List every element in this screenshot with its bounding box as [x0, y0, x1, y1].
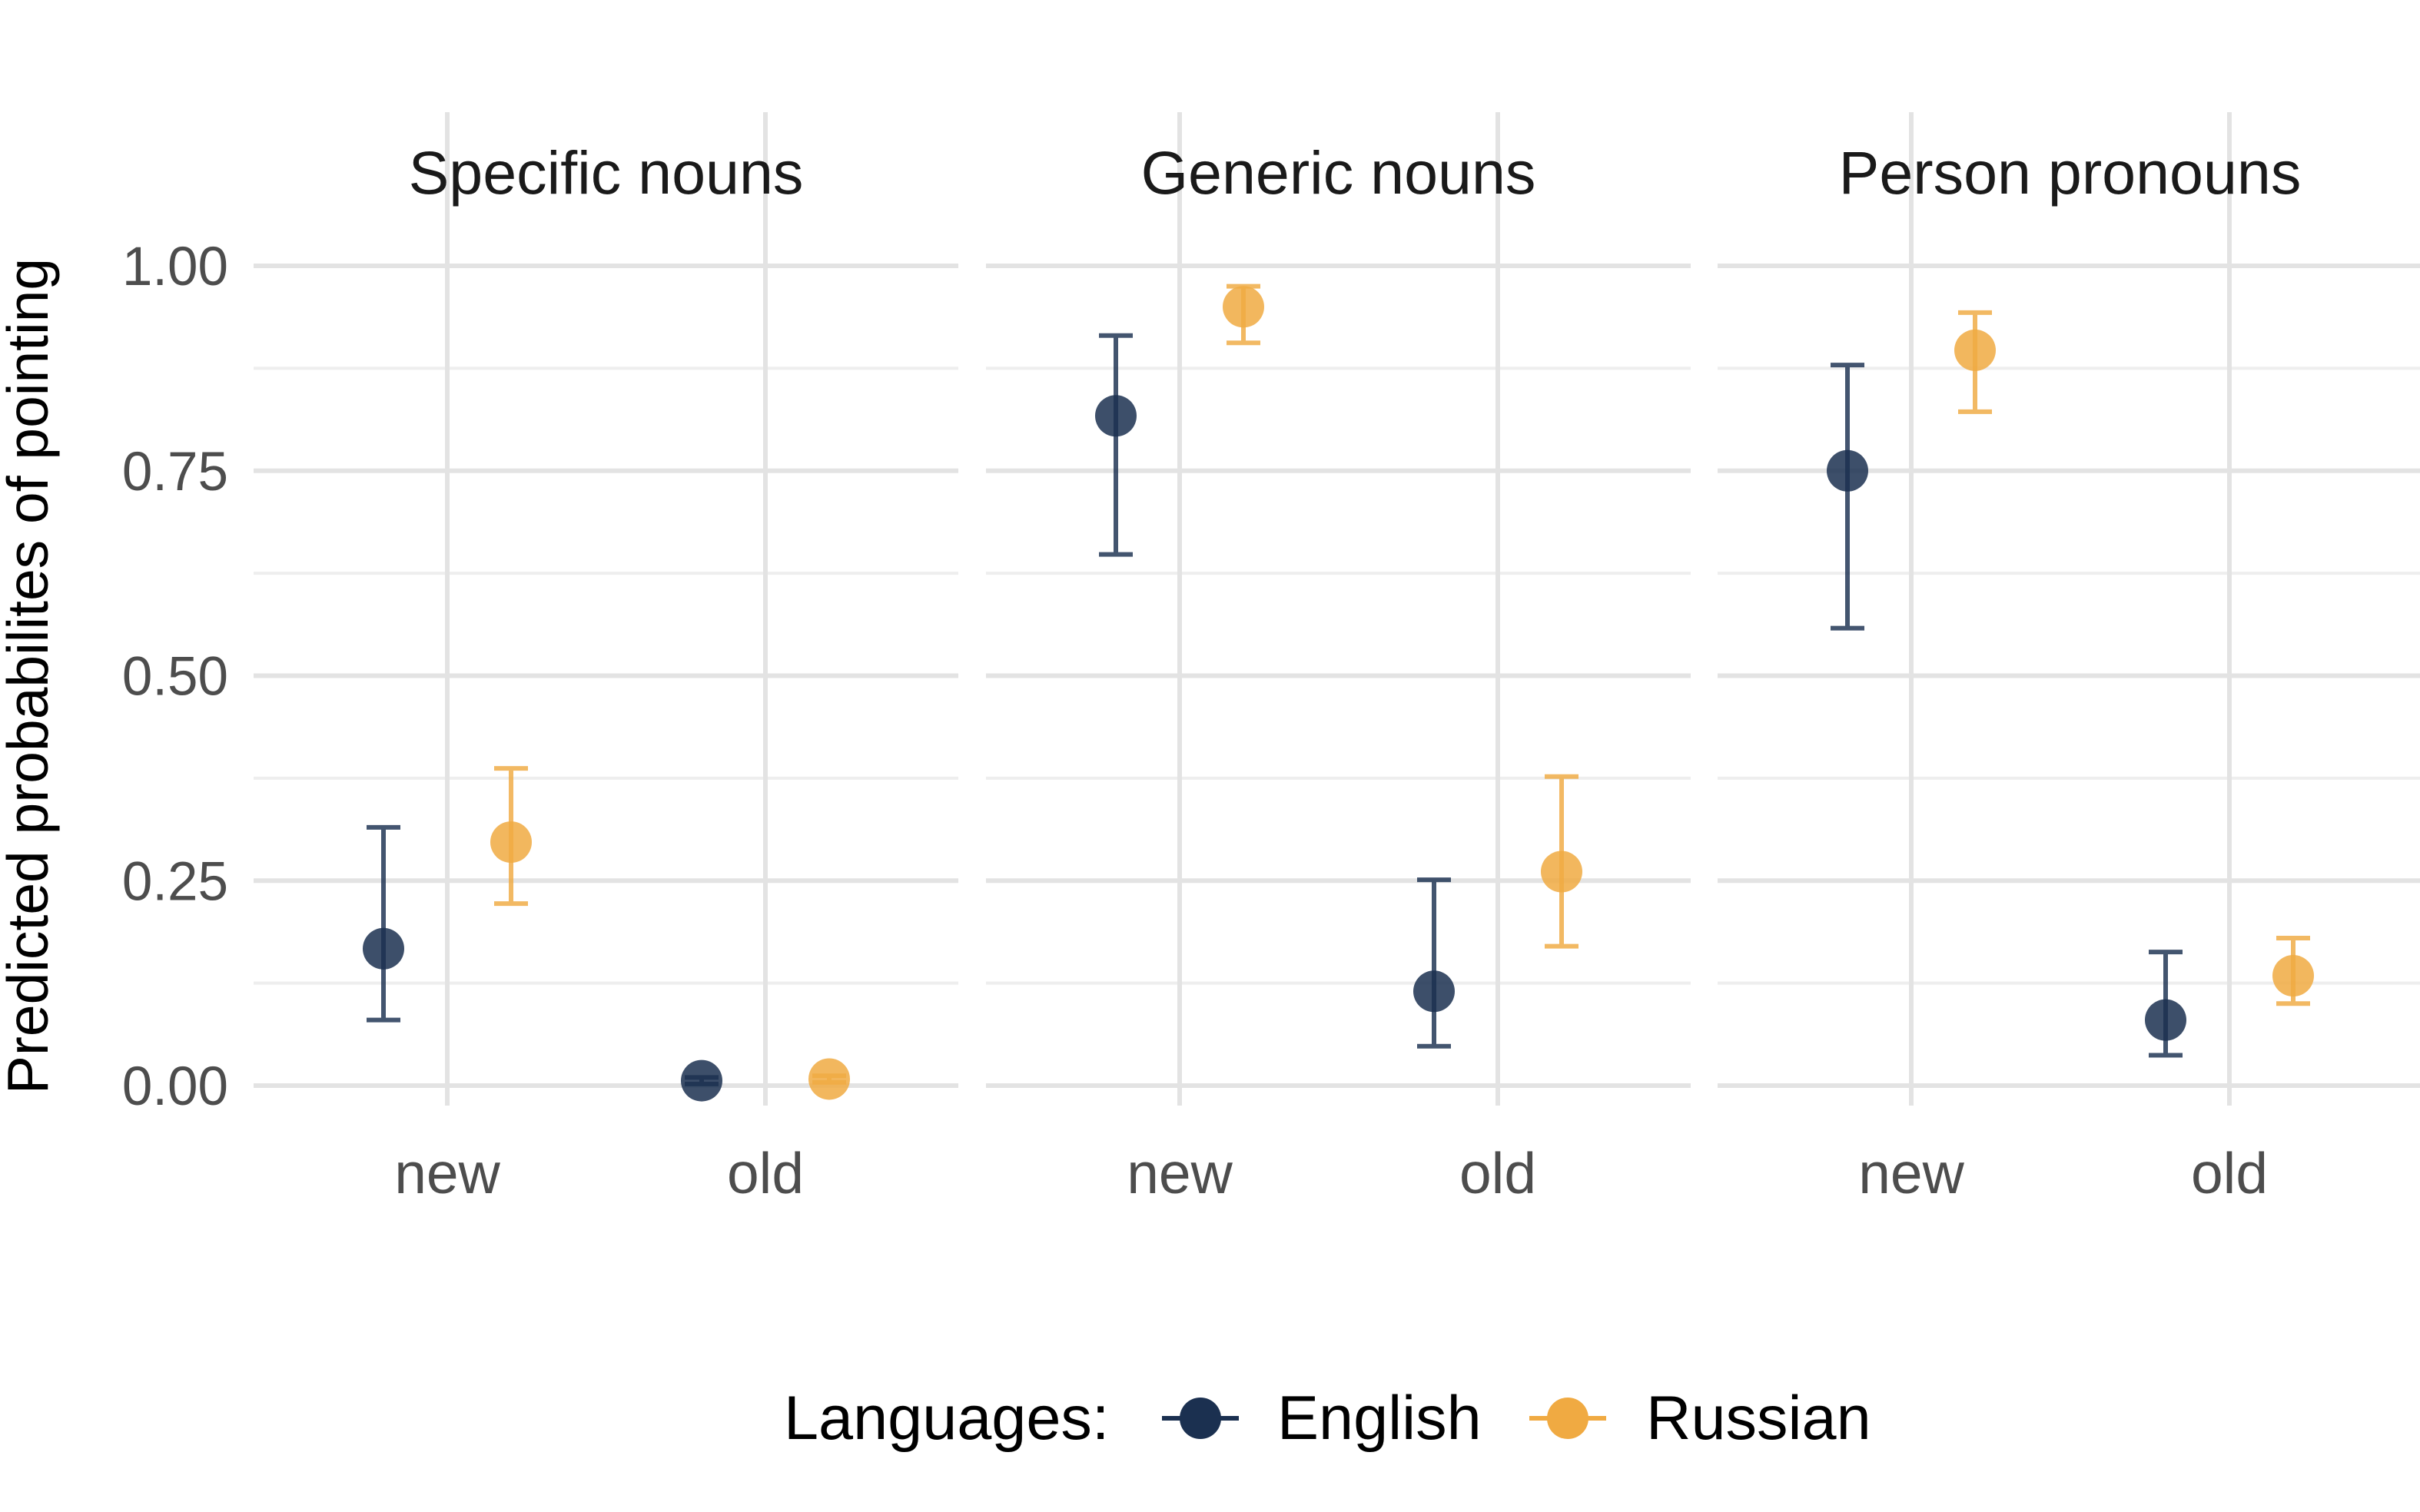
- y-tick-label: 0.50: [122, 647, 228, 708]
- point-russian-old: [808, 1058, 850, 1100]
- legend-title: Languages:: [784, 1384, 1109, 1453]
- y-axis-tick-labels: 0.00 0.25 0.50 0.75 1.00: [122, 237, 228, 1117]
- y-tick-label: 0.25: [122, 851, 228, 912]
- point-russian-old: [2272, 935, 2314, 1006]
- legend-key-dot: [1180, 1398, 1221, 1439]
- legend-label: Russian: [1646, 1384, 1871, 1453]
- x-tick-label-new: new: [394, 1141, 500, 1205]
- point-english-old: [1413, 877, 1455, 1049]
- error-bar: [1099, 333, 1133, 557]
- data-point: [681, 1059, 722, 1102]
- data-point: [1095, 395, 1137, 437]
- x-tick-label-new: new: [1858, 1141, 1964, 1205]
- error-bar: [1831, 363, 1864, 631]
- data-point: [2272, 955, 2314, 997]
- point-russian-old: [1541, 774, 1582, 949]
- error-bar: [1417, 877, 1451, 1049]
- data-point: [490, 821, 532, 864]
- x-tick-label-old: old: [2191, 1141, 2268, 1205]
- panel-titles: Specific nouns Generic nouns Person pronou…: [409, 138, 2302, 207]
- data-point: [1827, 449, 1868, 492]
- legend-key-dot: [1547, 1398, 1588, 1439]
- legend-label: English: [1277, 1384, 1482, 1453]
- point-russian-new: [1954, 310, 1996, 414]
- data-point: [1954, 329, 1996, 371]
- y-axis-label: Predicted probabilites of pointing: [0, 258, 60, 1094]
- legend-entry-english: English: [1162, 1384, 1482, 1453]
- y-tick-label: 0.00: [122, 1056, 228, 1117]
- data-point: [2145, 999, 2186, 1041]
- point-english-new: [1095, 333, 1137, 557]
- legend-key: [1529, 1398, 1606, 1439]
- point-english-new: [363, 824, 404, 1023]
- x-tick-label-old: old: [1459, 1141, 1536, 1205]
- data-point: [363, 927, 404, 970]
- data-point: [1413, 970, 1455, 1013]
- data-point: [1223, 286, 1264, 328]
- point-russian-new: [1223, 284, 1264, 346]
- legend-entry-russian: Russian: [1529, 1384, 1871, 1453]
- data-marks: [363, 284, 2314, 1102]
- legend-key: [1162, 1398, 1239, 1439]
- x-tick-label-old: old: [727, 1141, 804, 1205]
- panel-title: Generic nouns: [1141, 138, 1536, 207]
- point-english-new: [1827, 363, 1868, 631]
- y-tick-label: 1.00: [122, 237, 228, 297]
- panel-title: Specific nouns: [409, 138, 804, 207]
- point-russian-new: [490, 766, 532, 907]
- point-english-old: [2145, 950, 2186, 1058]
- x-axis-tick-labels: new old new old new old: [394, 1141, 2268, 1205]
- y-tick-label: 0.75: [122, 442, 228, 502]
- panel-title: Person pronouns: [1839, 138, 2302, 207]
- data-point: [1541, 850, 1582, 893]
- legend: Languages: English Russian: [784, 1384, 1871, 1453]
- x-tick-label-new: new: [1127, 1141, 1233, 1205]
- data-point: [808, 1058, 850, 1100]
- point-english-old: [681, 1059, 722, 1102]
- grid-layer: [254, 112, 2420, 1106]
- error-bar: [367, 824, 400, 1023]
